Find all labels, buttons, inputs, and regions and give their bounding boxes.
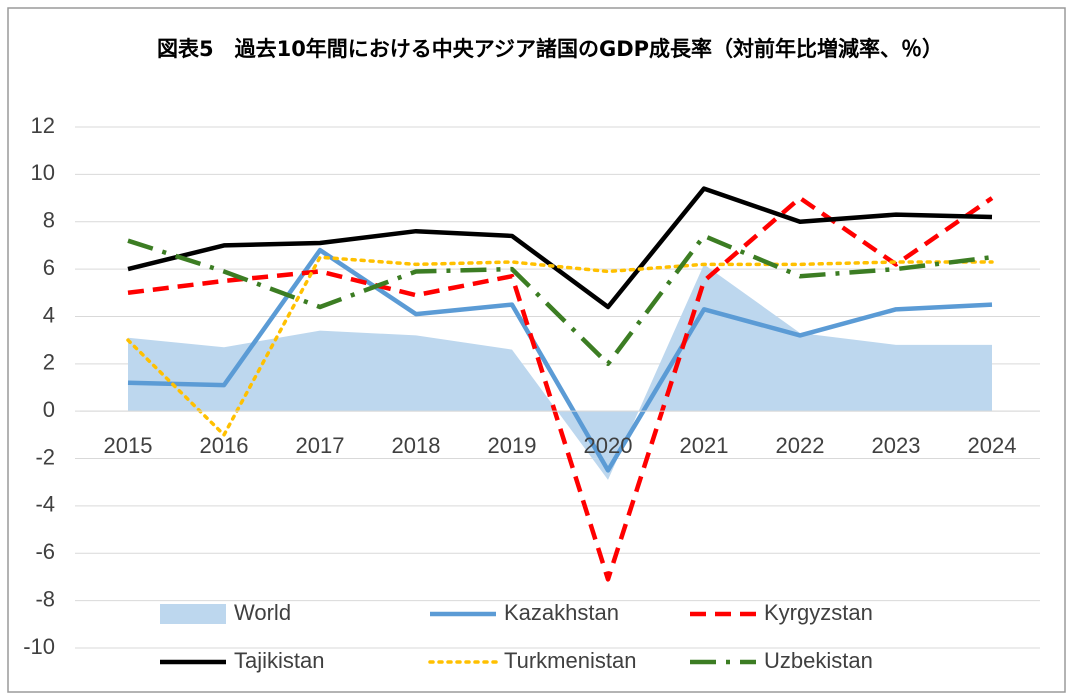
line (127, 186, 993, 310)
legend-label: Kyrgyzstan (764, 600, 873, 625)
y-tick-label: -6 (35, 539, 55, 564)
y-tick-label: 10 (31, 160, 55, 185)
x-tick-label: 2019 (488, 433, 537, 458)
y-tick-label: 6 (43, 255, 55, 280)
x-tick-label: 2015 (104, 433, 153, 458)
legend-label: Tajikistan (234, 648, 324, 673)
x-tick-label: 2023 (872, 433, 921, 458)
legend-swatch (160, 604, 226, 624)
chart-title: 図表5 過去10年間における中央アジア諸国のGDP成長率（対前年比増減率、％） (157, 37, 943, 61)
legend-label: Kazakhstan (504, 600, 619, 625)
line (127, 247, 993, 473)
x-tick-label: 2020 (584, 433, 633, 458)
line (127, 233, 993, 367)
legend-label: Uzbekistan (764, 648, 873, 673)
y-tick-label: -2 (35, 444, 55, 469)
x-tick-label: 2016 (200, 433, 249, 458)
x-tick-label: 2022 (776, 433, 825, 458)
y-tick-label: -4 (35, 492, 55, 517)
y-tick-label: 0 (43, 397, 55, 422)
x-tick-label: 2024 (968, 433, 1017, 458)
y-tick-label: 8 (43, 208, 55, 233)
y-tick-label: -10 (23, 634, 55, 659)
line (126, 255, 994, 437)
line (127, 195, 994, 582)
y-tick-label: 2 (43, 350, 55, 375)
legend-label: World (234, 600, 291, 625)
x-tick-label: 2021 (680, 433, 729, 458)
area (128, 264, 992, 480)
x-tick-label: 2018 (392, 433, 441, 458)
legend-label: Turkmenistan (504, 648, 636, 673)
y-tick-label: -8 (35, 586, 55, 611)
y-tick-label: 4 (43, 302, 55, 327)
x-tick-label: 2017 (296, 433, 345, 458)
y-tick-label: 12 (31, 113, 55, 138)
